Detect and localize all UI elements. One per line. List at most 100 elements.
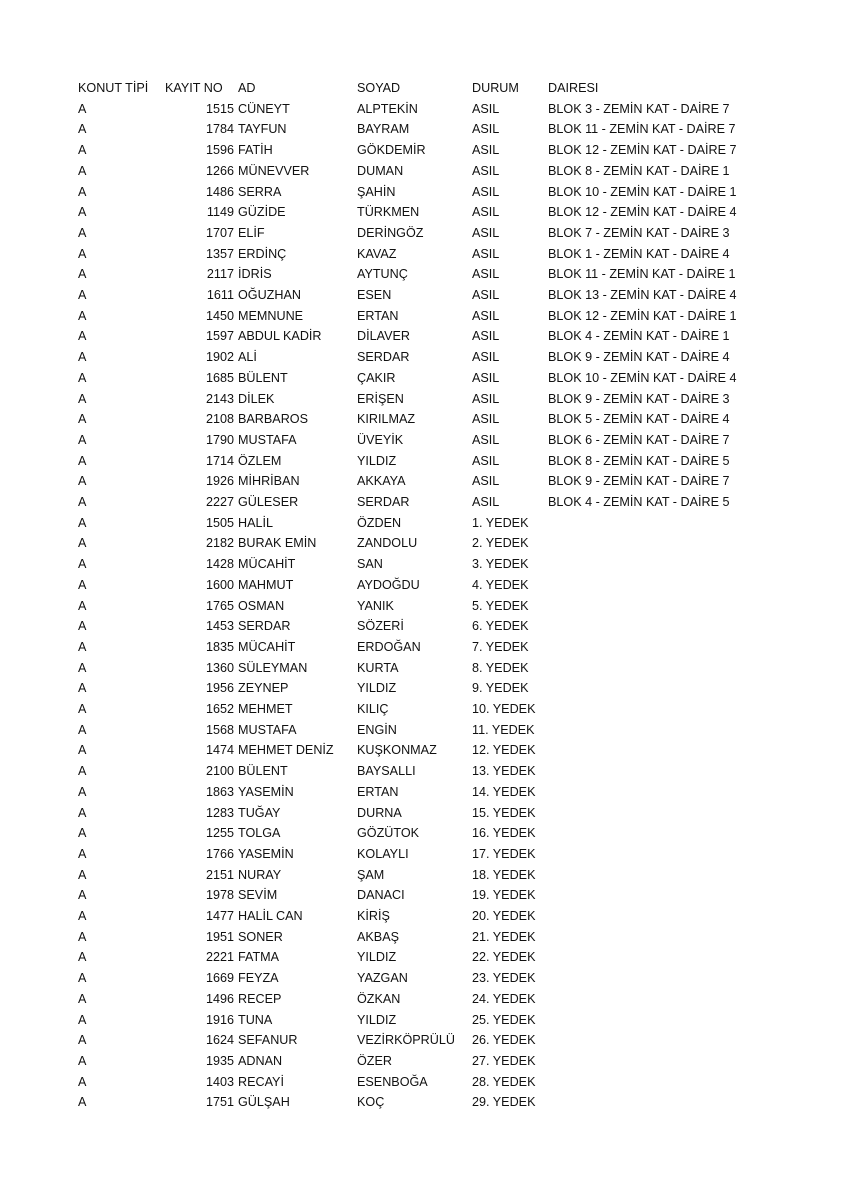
konut-tipi-cell: A xyxy=(78,474,87,489)
konut-tipi-cell: A xyxy=(78,888,87,903)
dairesi-cell: BLOK 9 - ZEMİN KAT - DAİRE 3 xyxy=(548,391,730,406)
durum-cell: 5. YEDEK xyxy=(472,598,529,613)
durum-cell: 29. YEDEK xyxy=(472,1095,536,1110)
konut-tipi-cell: A xyxy=(78,515,87,530)
dairesi-cell: BLOK 4 - ZEMİN KAT - DAİRE 5 xyxy=(548,495,730,509)
table-row: A 2227 GÜLESER SERDAR ASIL BLOK 4 - ZEMİN KAT… xyxy=(0,492,849,513)
kayit-no-cell: 1765 xyxy=(205,598,234,613)
table-row: A 1916 TUNA YILDIZ 25. YEDEK xyxy=(0,1010,849,1031)
ad-cell: SERRA xyxy=(238,184,282,199)
konut-tipi-cell: A xyxy=(78,950,87,965)
soyad-cell: YAZGAN xyxy=(357,971,408,986)
table-row: A 1707 ELİF DERİNGÖZ ASIL BLOK 7 - ZEMİN KAT … xyxy=(0,223,849,244)
dairesi-cell: BLOK 10 - ZEMİN KAT - DAİRE 1 xyxy=(548,184,737,199)
dairesi-cell: BLOK 9 - ZEMİN KAT - DAİRE 4 xyxy=(548,350,730,365)
ad-cell: GÜLESER xyxy=(238,495,299,509)
kayit-no-cell: 1360 xyxy=(205,660,234,675)
kayit-no-cell: 1597 xyxy=(205,329,234,344)
kayit-no-cell: 1474 xyxy=(205,743,234,758)
ad-cell: MÜCAHİT xyxy=(238,639,296,654)
soyad-cell: SAN xyxy=(357,557,383,572)
soyad-cell: ALPTEKİN xyxy=(357,101,418,116)
dairesi-cell: BLOK 11 - ZEMİN KAT - DAİRE 7 xyxy=(548,122,736,137)
table-row: A 1597 ABDUL KADİR DİLAVER ASIL BLOK 4 - ZEMİ… xyxy=(0,326,849,347)
soyad-cell: ÖZDEN xyxy=(357,515,402,530)
konut-tipi-cell: A xyxy=(78,909,87,923)
ad-cell: TUĞAY xyxy=(238,805,281,820)
ad-cell: FEYZA xyxy=(238,971,279,986)
durum-cell: 27. YEDEK xyxy=(472,1053,536,1068)
konut-tipi-cell: A xyxy=(78,929,87,944)
konut-tipi-cell: A xyxy=(78,495,87,509)
kayit-no-cell: 1149 xyxy=(206,205,234,220)
ad-cell: MÜNEVVER xyxy=(238,163,310,178)
dairesi-cell: BLOK 4 - ZEMİN KAT - DAİRE 1 xyxy=(548,329,730,344)
soyad-cell: AYTUNÇ xyxy=(357,267,408,282)
kayit-no-cell: 1935 xyxy=(205,1053,234,1068)
table-row: A 2117 İDRİS AYTUNÇ ASIL BLOK 11 - ZEMİN KAT … xyxy=(0,264,849,285)
ad-cell: ELİF xyxy=(238,225,265,240)
durum-cell: 19. YEDEK xyxy=(472,888,536,903)
ad-cell: ZEYNEP xyxy=(238,681,289,696)
kayit-no-cell: 1505 xyxy=(205,515,234,530)
soyad-cell: KİRİŞ xyxy=(357,909,390,923)
kayit-no-cell: 1784 xyxy=(205,122,234,137)
soyad-cell: AYDOĞDU xyxy=(357,577,420,592)
ad-cell: SONER xyxy=(238,929,283,944)
durum-cell: 24. YEDEK xyxy=(472,991,536,1006)
soyad-cell: SÖZERİ xyxy=(357,619,404,634)
kayit-no-cell: 1496 xyxy=(205,991,234,1006)
kayit-no-cell: 1707 xyxy=(205,225,234,240)
durum-cell: ASIL xyxy=(472,288,500,302)
kayit-no-cell: 2221 xyxy=(205,950,234,965)
durum-cell: ASIL xyxy=(472,122,500,137)
header-dairesi: DAIRESI xyxy=(548,81,599,95)
ad-cell: ERDİNÇ xyxy=(238,246,287,261)
table-row: A 2100 BÜLENT BAYSALLI 13. YEDEK xyxy=(0,761,849,782)
table-row: A 1765 OSMAN YANIK 5. YEDEK xyxy=(0,596,849,617)
soyad-cell: KOLAYLI xyxy=(357,846,409,861)
soyad-cell: SERDAR xyxy=(357,350,410,365)
kayit-no-cell: 1863 xyxy=(205,784,234,799)
soyad-cell: ÇAKIR xyxy=(357,370,396,385)
konut-tipi-cell: A xyxy=(78,329,87,344)
durum-cell: ASIL xyxy=(472,453,500,468)
soyad-cell: ŞAM xyxy=(357,867,385,882)
table-row: A 1357 ERDİNÇ KAVAZ ASIL BLOK 1 - ZEMİN KAT -… xyxy=(0,244,849,265)
soyad-cell: DURNA xyxy=(357,805,402,820)
ad-cell: TAYFUN xyxy=(238,122,287,137)
durum-cell: 22. YEDEK xyxy=(472,950,536,965)
ad-cell: HALİL xyxy=(238,515,274,530)
konut-tipi-cell: A xyxy=(78,1053,87,1068)
ad-cell: TUNA xyxy=(238,1012,273,1027)
konut-tipi-cell: A xyxy=(78,122,87,137)
kayit-no-cell: 1751 xyxy=(205,1095,234,1110)
konut-tipi-cell: A xyxy=(78,598,87,613)
soyad-cell: BAYRAM xyxy=(357,122,410,137)
ad-cell: ABDUL KADİR xyxy=(238,329,322,344)
konut-tipi-cell: A xyxy=(78,743,87,758)
soyad-cell: DUMAN xyxy=(357,163,404,178)
dairesi-cell: BLOK 3 - ZEMİN KAT - DAİRE 7 xyxy=(548,101,730,116)
ad-cell: YASEMİN xyxy=(238,846,294,861)
soyad-cell: VEZİRKÖPRÜLÜ xyxy=(357,1033,455,1048)
kayit-no-cell: 1714 xyxy=(205,453,234,468)
ad-cell: ALİ xyxy=(238,350,257,365)
kayit-no-cell: 1790 xyxy=(205,432,234,447)
table-row: A 2221 FATMA YILDIZ 22. YEDEK xyxy=(0,947,849,968)
table-row: A 1935 ADNAN ÖZER 27. YEDEK xyxy=(0,1051,849,1072)
durum-cell: 20. YEDEK xyxy=(472,909,536,923)
durum-cell: ASIL xyxy=(472,225,500,240)
dairesi-cell: BLOK 10 - ZEMİN KAT - DAİRE 4 xyxy=(548,370,737,385)
table-row: A 1863 YASEMİN ERTAN 14. YEDEK xyxy=(0,782,849,803)
kayit-no-cell: 1951 xyxy=(205,929,234,944)
durum-cell: ASIL xyxy=(472,267,500,282)
durum-cell: ASIL xyxy=(472,412,500,427)
durum-cell: 21. YEDEK xyxy=(472,929,536,944)
soyad-cell: YILDIZ xyxy=(357,453,397,468)
durum-cell: ASIL xyxy=(472,246,500,261)
ad-cell: MEHMET DENİZ xyxy=(238,743,334,758)
dairesi-cell: BLOK 12 - ZEMİN KAT - DAİRE 7 xyxy=(548,143,737,158)
soyad-cell: KAVAZ xyxy=(357,246,397,261)
ad-cell: MEHMET xyxy=(238,702,293,716)
